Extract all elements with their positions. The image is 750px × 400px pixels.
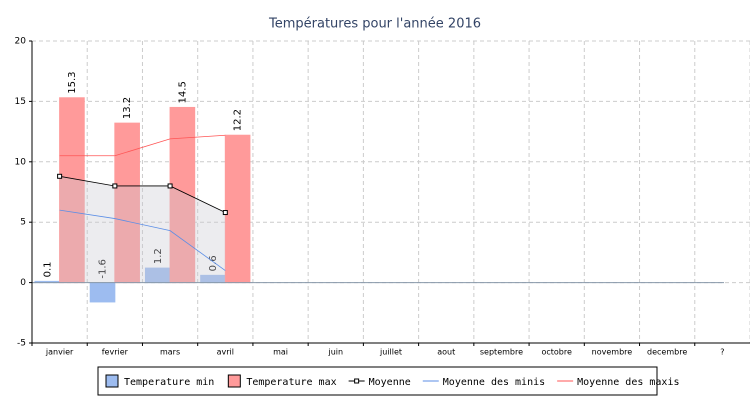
legend-marker — [354, 378, 360, 384]
value-label: 12.2 — [233, 109, 244, 131]
x-tick-label: ? — [720, 348, 724, 357]
x-tick-label: janvier — [45, 348, 74, 357]
point — [112, 183, 118, 189]
x-tick-label: juillet — [379, 348, 402, 357]
point — [222, 210, 228, 216]
legend-label: Temperature max — [246, 377, 336, 388]
legend-label: Moyenne des minis — [443, 377, 545, 388]
line — [59, 209, 226, 271]
legend-swatch — [105, 374, 119, 388]
y-tick-label: 0 — [20, 278, 26, 288]
legend-label: Moyenne — [369, 377, 411, 388]
x-tick-label: septembre — [480, 348, 523, 357]
line — [59, 134, 226, 157]
y-tick-label: 10 — [15, 157, 27, 167]
x-tick-label: fevrier — [102, 348, 129, 357]
y-tick-label: -5 — [17, 339, 26, 349]
x-tick-label: decembre — [647, 348, 687, 357]
chart-title: Températures pour l'année 2016 — [268, 17, 481, 32]
bar — [89, 282, 116, 303]
x-tick-label: avril — [217, 348, 234, 357]
legend-label: Temperature min — [124, 377, 214, 388]
point — [57, 173, 63, 179]
y-tick-label: 15 — [15, 97, 26, 107]
x-tick-label: aout — [437, 348, 455, 357]
value-label: 14.5 — [177, 81, 188, 103]
value-label: 1.2 — [153, 248, 164, 264]
value-label: 13.2 — [122, 97, 133, 119]
x-tick-label: juin — [327, 348, 343, 357]
legend-swatch — [227, 374, 241, 388]
value-label: 0.6 — [208, 255, 219, 271]
bar — [224, 134, 251, 284]
y-tick-label: 5 — [20, 218, 26, 228]
value-label: 0.1 — [42, 261, 53, 277]
value-label: 15.3 — [67, 72, 78, 94]
point — [167, 183, 173, 189]
x-tick-label: mai — [273, 348, 288, 357]
value-label: -1.6 — [98, 259, 109, 279]
line — [59, 175, 226, 213]
x-tick-label: novembre — [592, 348, 633, 357]
legend-label: Moyenne des maxis — [577, 377, 679, 388]
bar — [169, 106, 196, 284]
average-area — [59, 176, 226, 283]
x-tick-label: octobre — [541, 348, 572, 357]
y-tick-label: 20 — [15, 37, 27, 47]
x-tick-label: mars — [160, 348, 180, 357]
